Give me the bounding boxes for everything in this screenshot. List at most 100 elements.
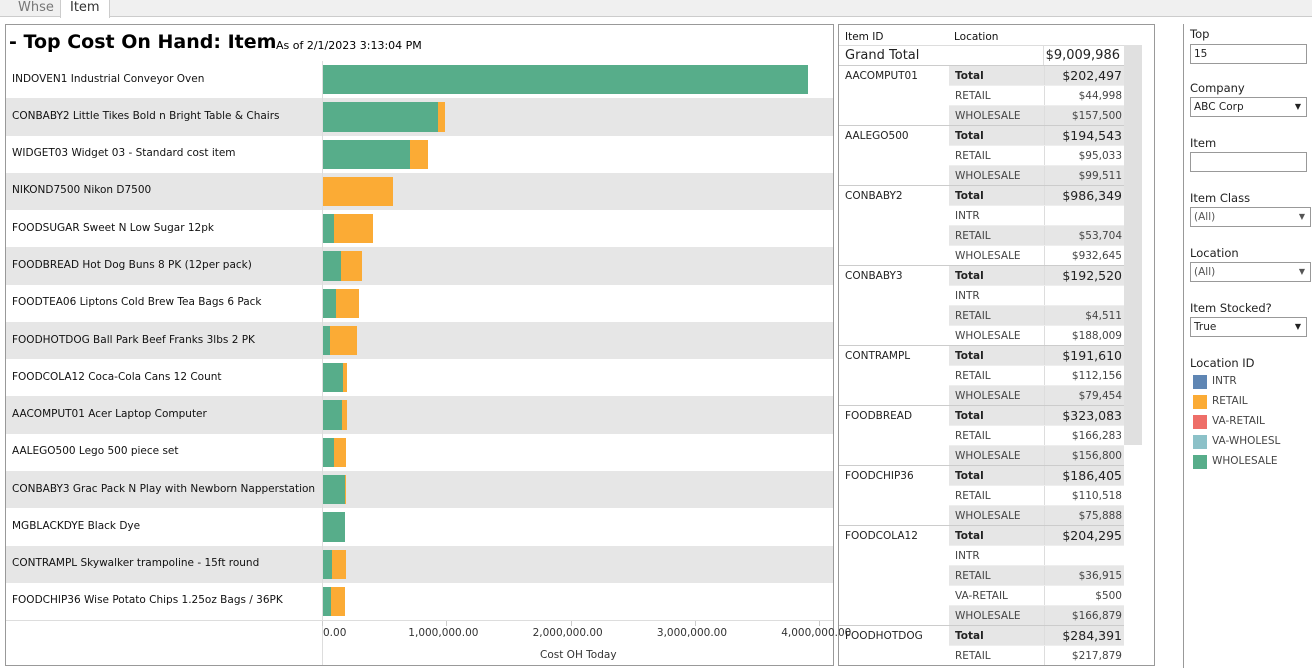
chart-row[interactable]: CONTRAMPL Skywalker trampoline - 15ft ro…: [6, 545, 833, 583]
bar-retail[interactable]: [334, 437, 347, 467]
bar-wholesale[interactable]: [322, 139, 411, 169]
item-label: CONBABY2 Little Tikes Bold n Bright Tabl…: [12, 109, 280, 122]
bar-retail[interactable]: [341, 251, 363, 281]
item-label: FOODCOLA12 Coca-Cola Cans 12 Count: [12, 370, 222, 383]
bar-wholesale[interactable]: [322, 251, 342, 281]
location-cell: WHOLESALE: [949, 446, 1044, 466]
table-row: INTR: [949, 545, 1124, 566]
bar-wholesale[interactable]: [322, 65, 808, 95]
legend-title: Location ID: [1190, 356, 1255, 370]
chart-row[interactable]: FOODCHIP36 Wise Potato Chips 1.25oz Bags…: [6, 583, 833, 620]
chart-row[interactable]: FOODBREAD Hot Dog Buns 8 PK (12per pack): [6, 247, 833, 285]
group-header: AACOMPUT01: [839, 65, 949, 85]
bar-wholesale[interactable]: [322, 586, 332, 617]
bar-wholesale[interactable]: [322, 474, 346, 505]
chart-row[interactable]: AACOMPUT01 Acer Laptop Computer: [6, 396, 833, 434]
location-cell: WHOLESALE: [949, 166, 1044, 186]
value-cell: $323,083: [1044, 406, 1124, 426]
item-label: FOODBREAD Hot Dog Buns 8 PK (12per pack): [12, 258, 252, 271]
bar-wholesale[interactable]: [322, 363, 343, 393]
legend-swatch: [1193, 455, 1207, 469]
tab-whse[interactable]: Whse: [9, 0, 64, 17]
item-label: NIKOND7500 Nikon D7500: [12, 184, 152, 197]
legend-label: RETAIL: [1212, 395, 1248, 407]
tick-mark: [694, 621, 696, 626]
filter-top-label: Top: [1190, 27, 1210, 41]
chart-row[interactable]: FOODHOTDOG Ball Park Beef Franks 3lbs 2 …: [6, 321, 833, 360]
bar-retail[interactable]: [410, 139, 428, 169]
bar-retail[interactable]: [437, 102, 445, 132]
bar-retail[interactable]: [330, 325, 358, 356]
value-cell: $157,500: [1044, 106, 1124, 126]
location-cell: WHOLESALE: [949, 106, 1044, 126]
chart-row[interactable]: NIKOND7500 Nikon D7500: [6, 172, 833, 211]
item-stocked-dropdown[interactable]: True ▼: [1190, 317, 1307, 337]
bar-retail[interactable]: [345, 474, 346, 505]
chart-row[interactable]: FOODCOLA12 Coca-Cola Cans 12 Count: [6, 359, 833, 396]
bar-retail[interactable]: [322, 176, 393, 207]
location-cell: RETAIL: [949, 366, 1044, 386]
tab-item[interactable]: Item: [60, 0, 110, 18]
bar-retail[interactable]: [334, 214, 373, 244]
location-cell: Total: [949, 626, 1044, 646]
table-row: WHOLESALE $75,888: [949, 505, 1124, 526]
chart-row[interactable]: FOODTEA06 Liptons Cold Brew Tea Bags 6 P…: [6, 285, 833, 322]
location-cell: RETAIL: [949, 646, 1044, 665]
chart-row[interactable]: CONBABY2 Little Tikes Bold n Bright Tabl…: [6, 98, 833, 136]
bar-retail[interactable]: [342, 363, 348, 393]
item-label: FOODCHIP36 Wise Potato Chips 1.25oz Bags…: [12, 594, 283, 607]
table-row: INTR: [949, 205, 1124, 226]
table-row: Total $194,543: [949, 125, 1124, 146]
bar-retail[interactable]: [341, 400, 348, 430]
bar-wholesale[interactable]: [322, 288, 336, 318]
bar-retail[interactable]: [331, 586, 346, 617]
chart-row[interactable]: WIDGET03 Widget 03 - Standard cost item: [6, 136, 833, 173]
chart-title: - Top Cost On Hand: Item: [9, 31, 277, 53]
bar-wholesale[interactable]: [322, 437, 335, 467]
bar-wholesale[interactable]: [322, 512, 345, 542]
tick-mark: [322, 621, 323, 626]
group-header: FOODCOLA12: [839, 525, 949, 545]
bar-wholesale[interactable]: [322, 325, 331, 356]
bar-wholesale[interactable]: [322, 400, 342, 430]
item-input[interactable]: [1190, 152, 1307, 172]
chart-row[interactable]: FOODSUGAR Sweet N Low Sugar 12pk: [6, 210, 833, 247]
chart-row[interactable]: CONBABY3 Grac Pack N Play with Newborn N…: [6, 470, 833, 509]
company-dropdown[interactable]: ABC Corp ▼: [1190, 97, 1307, 117]
chart-row[interactable]: MGBLACKDYE Black Dye: [6, 508, 833, 545]
value-cell: $156,800: [1044, 446, 1124, 466]
value-cell: $112,156: [1044, 366, 1124, 386]
item-label: FOODSUGAR Sweet N Low Sugar 12pk: [12, 221, 214, 234]
table-row: RETAIL $112,156: [949, 365, 1124, 386]
bar-retail[interactable]: [331, 549, 346, 579]
table-row: WHOLESALE $932,645: [949, 245, 1124, 266]
bar-wholesale[interactable]: [322, 102, 438, 132]
table-row: WHOLESALE $79,454: [949, 385, 1124, 406]
top-input[interactable]: 15: [1190, 44, 1307, 64]
filter-item-class-label: Item Class: [1190, 191, 1251, 205]
table-row: RETAIL $53,704: [949, 225, 1124, 246]
bar-wholesale[interactable]: [322, 549, 332, 579]
x-tick-label: 3,000,000.00: [656, 627, 728, 639]
location-dropdown[interactable]: (All) ▼: [1190, 262, 1311, 282]
item-class-dropdown[interactable]: (All) ▼: [1190, 207, 1311, 227]
chart-row[interactable]: AALEGO500 Lego 500 piece set: [6, 434, 833, 471]
grand-total-label: Grand Total: [845, 48, 920, 63]
item-id: FOODCOLA12: [845, 530, 918, 542]
table-row: RETAIL $36,915: [949, 565, 1124, 586]
bar-wholesale[interactable]: [322, 214, 335, 244]
table-scrollbar[interactable]: [1124, 45, 1142, 445]
x-tick-label: 2,000,000.00: [532, 627, 603, 639]
location-cell: INTR: [949, 206, 1044, 226]
value-cell: $166,879: [1044, 606, 1124, 626]
value-cell: $99,511: [1044, 166, 1124, 186]
caret-down-icon: ▼: [1298, 212, 1305, 221]
location-value: (All): [1194, 266, 1216, 278]
legend-label: INTR: [1212, 375, 1237, 387]
group-header: CONTRAMPL: [839, 345, 949, 365]
location-cell: Total: [949, 186, 1044, 206]
table-row: INTR: [949, 285, 1124, 306]
bar-retail[interactable]: [335, 288, 360, 318]
chart-row[interactable]: INDOVEN1 Industrial Conveyor Oven: [6, 61, 833, 98]
table-row: Total $191,610: [949, 345, 1124, 366]
